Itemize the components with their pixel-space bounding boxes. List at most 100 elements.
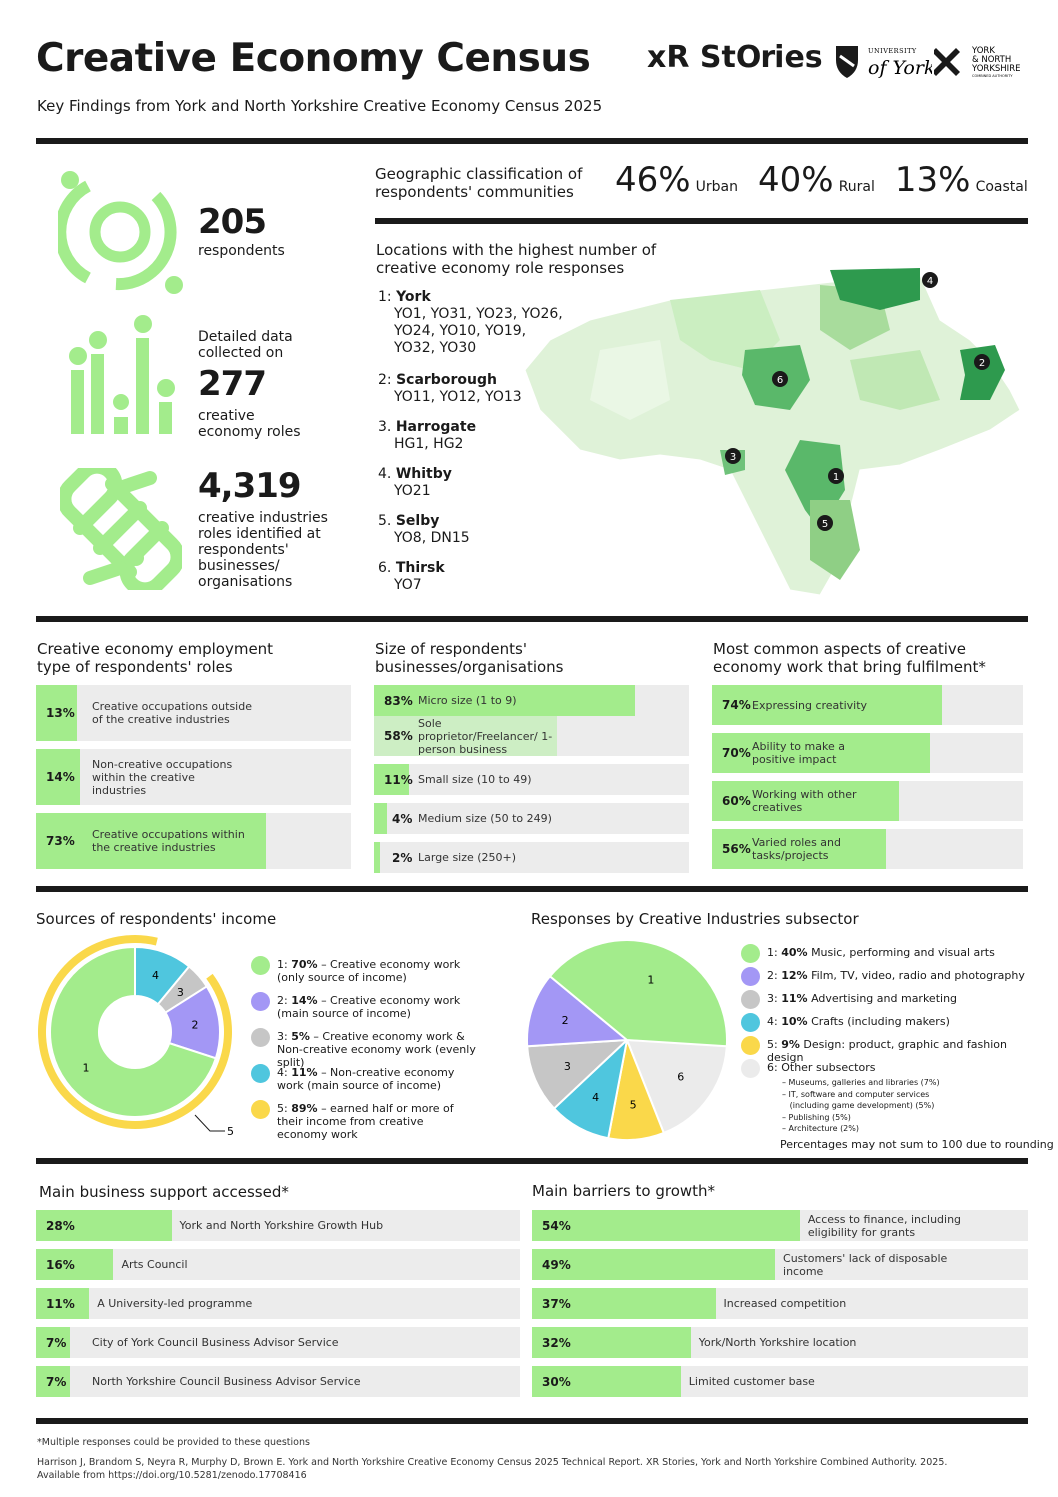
bar-percent: 7% — [46, 1335, 67, 1350]
svg-text:1: 1 — [833, 472, 839, 483]
bar-fill — [374, 764, 409, 795]
bar-percent: 4% — [392, 811, 413, 826]
bar-percent: 58% — [384, 729, 413, 743]
bar-row: 13% Creative occupations outside of the c… — [36, 685, 351, 741]
bar-label: Arts Council — [121, 1258, 188, 1271]
bar-percent: 32% — [542, 1335, 571, 1350]
bar-label: City of York Council Business Advisor Se… — [92, 1336, 339, 1349]
bar-label: Access to finance, including eligibility… — [807, 1212, 962, 1239]
bar-fill — [36, 1327, 70, 1358]
page-subtitle: Key Findings from York and North Yorkshi… — [37, 97, 603, 115]
svg-text:5: 5 — [822, 519, 828, 530]
legend-item: 6: Other subsectors — [767, 1061, 876, 1074]
interlinked-icon — [60, 468, 182, 590]
location-name: 1: York — [378, 289, 431, 305]
bar-fill — [36, 1288, 90, 1319]
divider — [36, 616, 1028, 622]
geo-title: Geographic classification of respondents… — [375, 165, 583, 201]
location-name: 2: Scarborough — [378, 372, 497, 388]
income-title: Sources of respondents' income — [36, 910, 277, 928]
bar-percent: 28% — [46, 1218, 75, 1233]
legend-item: 2: 14% – Creative economy work (main sou… — [277, 994, 461, 1020]
legend-item: 3: 5% – Creative economy work & Non-crea… — [277, 1030, 476, 1069]
location-item: 1: York YO1, YO31, YO23, YO26, YO24, YO10… — [378, 289, 563, 357]
bar-label: Non-creative occupations within the crea… — [92, 757, 233, 797]
employment-bars: 13% Creative occupations outside of the c… — [36, 685, 351, 877]
bar-percent: 14% — [46, 770, 75, 784]
bar-percent: 49% — [542, 1257, 571, 1272]
bar-fill — [712, 733, 930, 773]
geo-coastal: 13% Coastal — [894, 160, 1028, 200]
bar-label: Varied roles and tasks/projects — [752, 836, 841, 862]
other-subsector-item: – Museums, galleries and libraries (7%) — [782, 1078, 940, 1087]
legend-item: 4: 10% Crafts (including makers) — [767, 1015, 950, 1028]
barriers-title: Main barriers to growth* — [532, 1182, 716, 1200]
bar-label: A University-led programme — [97, 1297, 253, 1310]
other-subsector-item: – IT, software and computer services — [782, 1089, 930, 1099]
support-bars: 28% York and North Yorkshire Growth Hub 16… — [36, 1210, 520, 1405]
bar-fill — [712, 829, 887, 869]
locations-title: Locations with the highest number of cre… — [376, 241, 657, 277]
svg-text:of York: of York — [868, 57, 932, 79]
bar-fill — [36, 1210, 172, 1241]
divider — [36, 138, 1028, 144]
map-markers: 1 2 3 4 5 6 — [725, 272, 990, 531]
pie-slice-2 — [526, 974, 630, 1048]
pie-ring-label: 5 — [227, 1125, 234, 1138]
bar-row: 56% Varied roles and tasks/projects — [712, 829, 1023, 869]
location-postcodes: YO1, YO31, YO23, YO26, YO24, YO10, YO19,… — [394, 306, 563, 356]
pie-slice-label: 1 — [83, 1062, 90, 1075]
bar-percent: 56% — [722, 842, 751, 856]
fulfilment-bars: 74% Expressing creativity 70% Ability to ma… — [712, 685, 1023, 877]
geo-urban: 46% Urban — [615, 160, 739, 200]
barriers-bars: 54% Access to finance, including eligibil… — [532, 1210, 1028, 1405]
location-name: 6. Thirsk — [378, 560, 445, 576]
svg-text:UNIVERSITY: UNIVERSITY — [868, 47, 917, 55]
bar-label: York/North Yorkshire location — [698, 1336, 857, 1349]
pie-slice-label: 2 — [562, 1014, 569, 1027]
pie-slice-6 — [625, 1039, 729, 1135]
pie-slice-1 — [548, 939, 728, 1048]
legend-swatch — [251, 992, 270, 1011]
bar-fill — [36, 749, 81, 805]
pie-slice-1 — [49, 945, 218, 1118]
bar-row: 4% Medium size (50 to 249) — [374, 803, 689, 834]
bar-percent: 11% — [46, 1296, 75, 1311]
bar-row: 30% Limited customer base — [532, 1366, 1028, 1397]
location-name: 5. Selby — [378, 513, 440, 529]
location-name: 4. Whitby — [378, 466, 452, 482]
divider — [36, 1418, 1028, 1424]
bar-label: Sole proprietor/Freelancer/ 1-person bus… — [418, 716, 553, 756]
bar-label: Increased competition — [723, 1297, 847, 1310]
ring-leader-line — [194, 1114, 225, 1132]
bar-row: 11% A University-led programme — [36, 1288, 520, 1319]
bar-row: 7% City of York Council Business Advisor … — [36, 1327, 520, 1358]
location-name: 3. Harrogate — [378, 419, 477, 435]
pie-slice-label: 3 — [177, 986, 184, 999]
doi-link[interactable]: Available from https://doi.org/10.5281/z… — [37, 1470, 307, 1481]
legend-item: 5: 89% – earned half or more of their in… — [277, 1102, 454, 1141]
bar-row: 16% Arts Council — [36, 1249, 520, 1280]
location-postcodes: HG1, HG2 — [394, 436, 464, 452]
bar-label: Creative occupations outside of the crea… — [92, 700, 252, 726]
svg-text:6: 6 — [777, 375, 783, 386]
bar-percent: 30% — [542, 1374, 571, 1389]
svg-text:3: 3 — [730, 452, 736, 463]
legend-item: 3: 11% Advertising and marketing — [767, 992, 958, 1005]
bar-percent: 74% — [722, 698, 751, 712]
xr-stories-logo: xR StOries — [647, 40, 823, 75]
detailed-data-label: Detailed data collected on — [198, 329, 293, 361]
respondents-label: respondents — [198, 243, 285, 259]
bar-fill — [36, 1366, 70, 1397]
bar-row: 37% Increased competition — [532, 1288, 1028, 1319]
bar-row: 32% York/North Yorkshire location — [532, 1327, 1028, 1358]
bar-label: Working with other creatives — [752, 788, 857, 814]
bar-percent: 13% — [46, 706, 75, 720]
bar-row: 74% Expressing creativity — [712, 685, 1023, 725]
bar-label: Ability to make a positive impact — [752, 740, 845, 766]
bar-row: 7% North Yorkshire Council Business Advis… — [36, 1366, 520, 1397]
bar-label: Micro size (1 to 9) — [418, 694, 517, 707]
bar-row: 14% Non-creative occupations within the c… — [36, 749, 351, 805]
bar-row: 54% Access to finance, including eligibil… — [532, 1210, 1028, 1241]
